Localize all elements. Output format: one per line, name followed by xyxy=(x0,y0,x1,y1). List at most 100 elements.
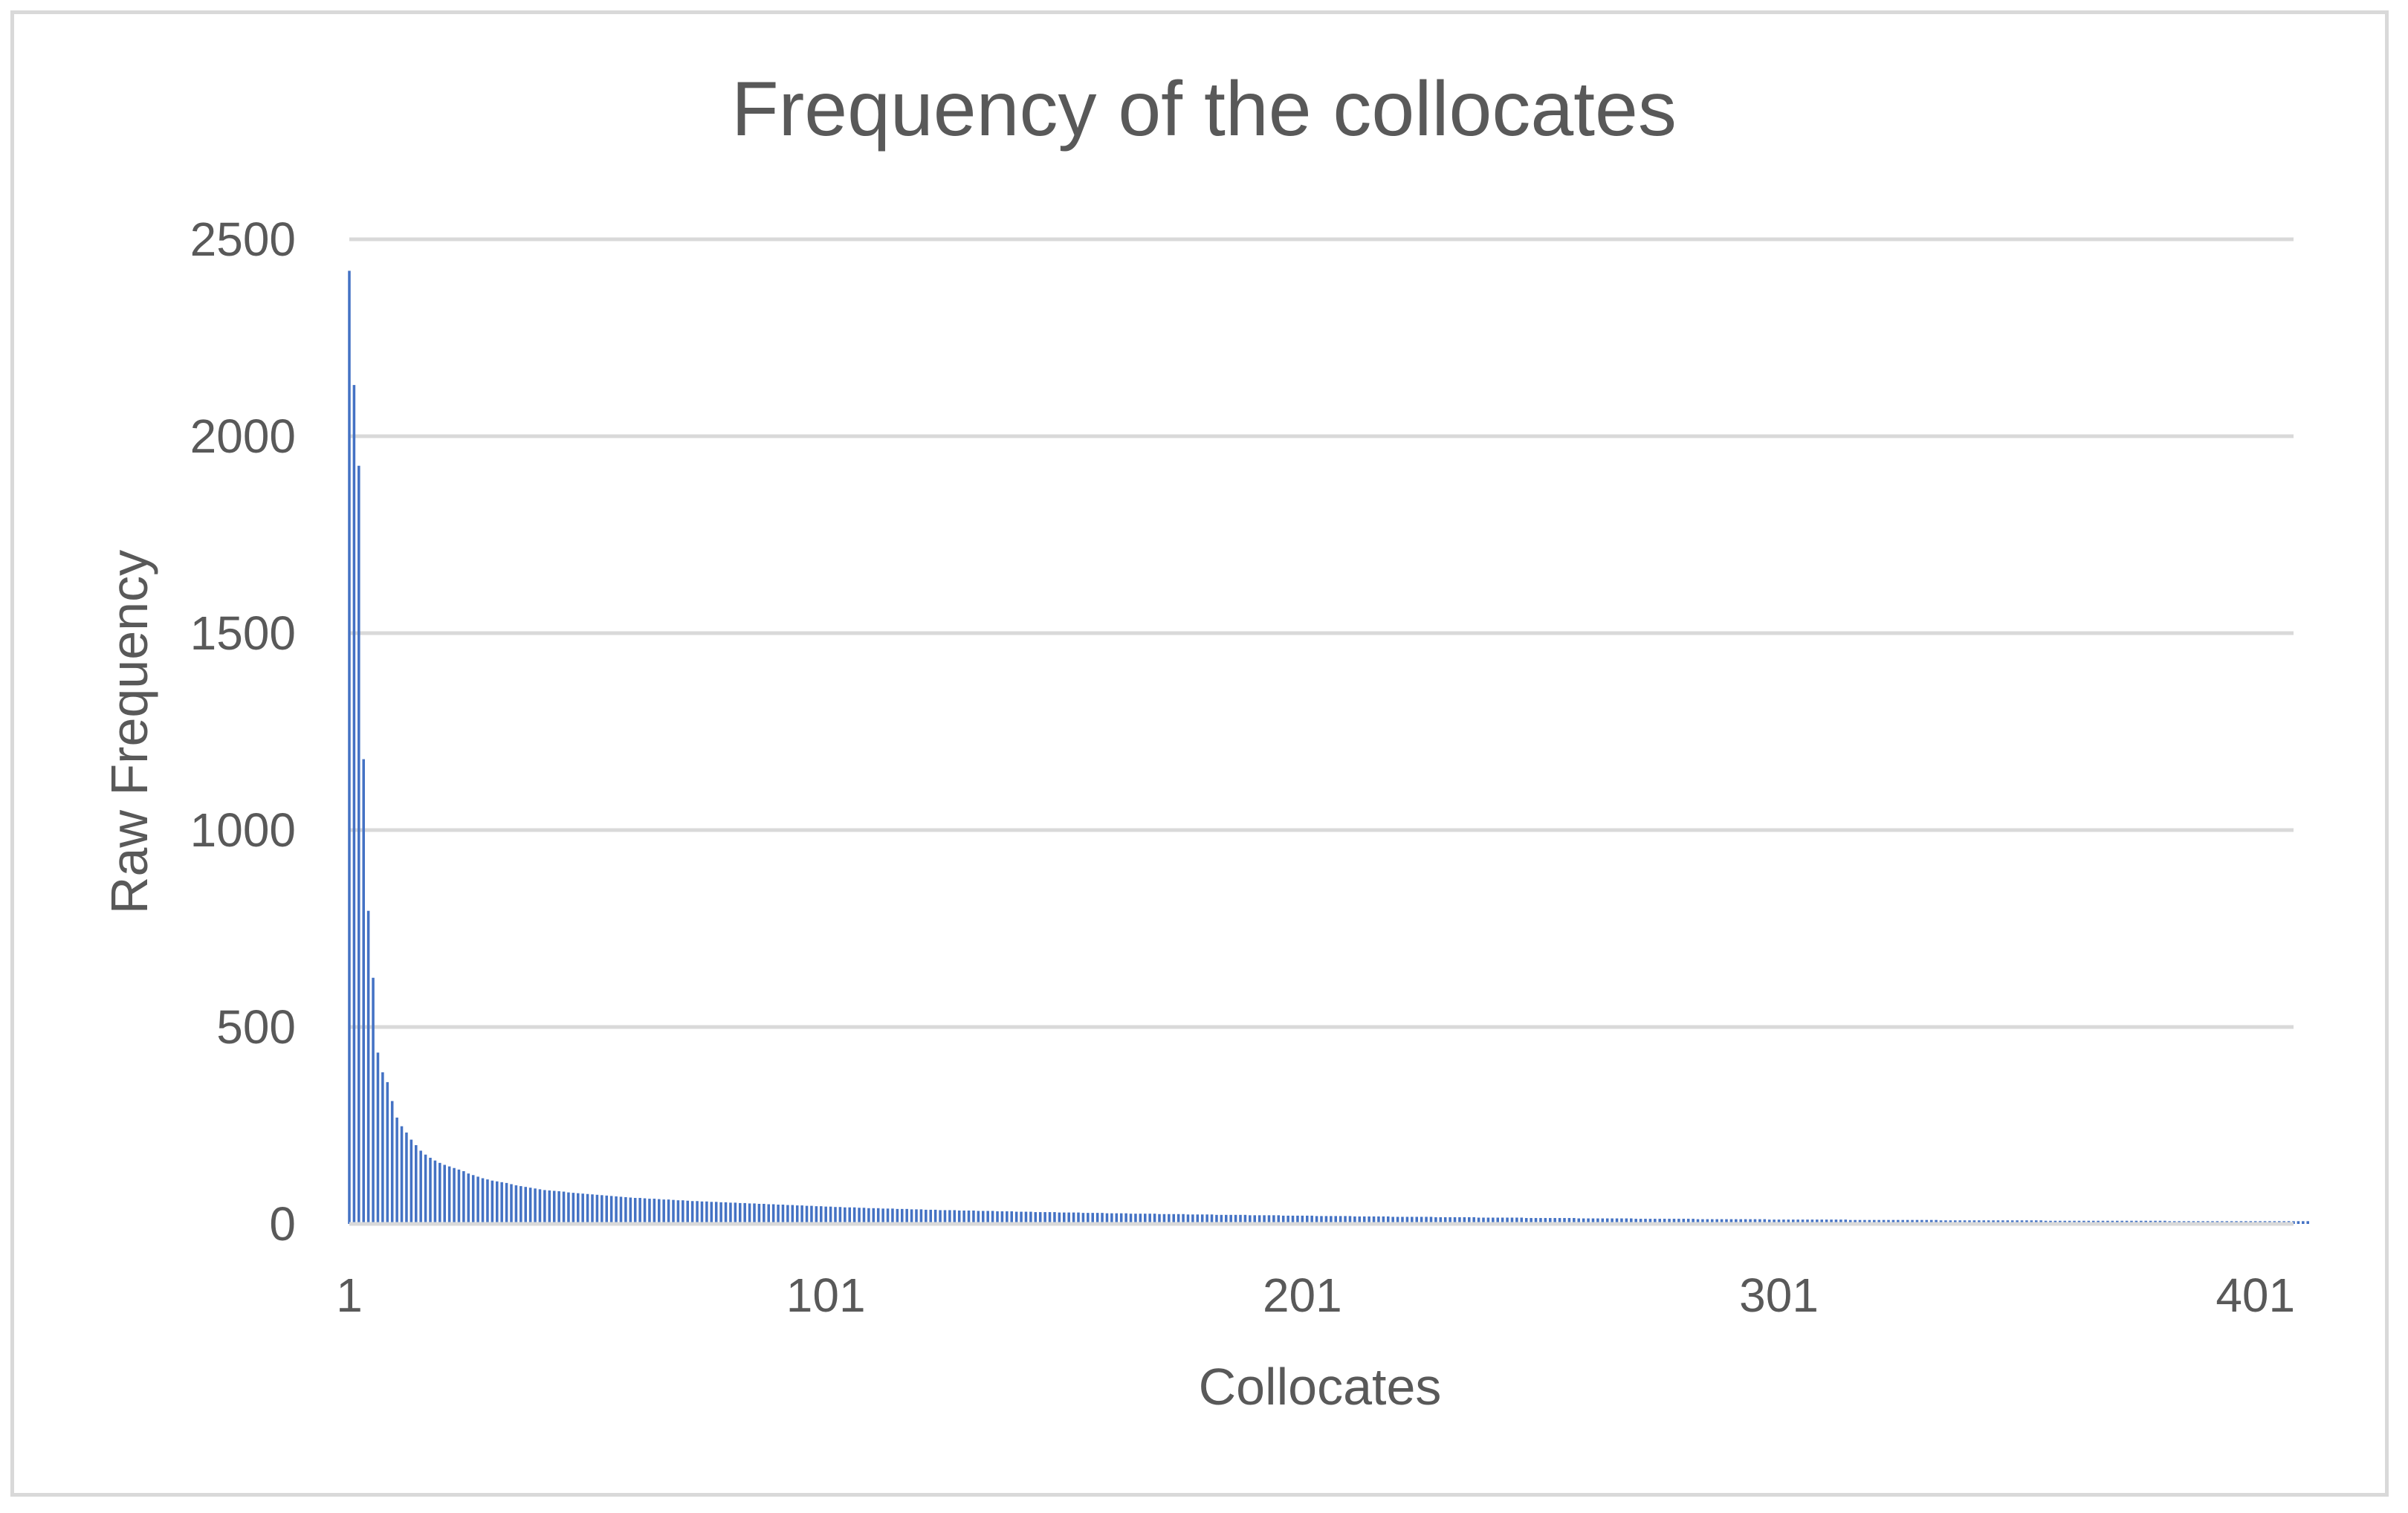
bar xyxy=(638,1198,641,1224)
bar xyxy=(901,1208,904,1224)
x-tick-label: 301 xyxy=(1739,1269,1819,1322)
bar xyxy=(982,1211,985,1224)
bar xyxy=(1810,1219,1814,1224)
bar xyxy=(1830,1219,1833,1224)
bar xyxy=(2306,1221,2309,1224)
bar xyxy=(1858,1219,1862,1224)
bar xyxy=(700,1201,704,1224)
bar xyxy=(881,1208,884,1224)
bar xyxy=(1048,1212,1052,1224)
bar xyxy=(1434,1216,1437,1224)
bar xyxy=(1501,1217,1504,1224)
bar xyxy=(743,1202,746,1224)
bar xyxy=(1844,1219,1848,1224)
bar xyxy=(1863,1219,1866,1224)
bar xyxy=(1358,1216,1362,1224)
bar xyxy=(1134,1214,1137,1224)
bar xyxy=(534,1188,537,1224)
bar xyxy=(838,1207,842,1224)
bar xyxy=(1897,1219,1900,1224)
bar xyxy=(419,1150,422,1224)
bar xyxy=(653,1199,656,1224)
bar xyxy=(1177,1214,1180,1224)
bar xyxy=(1377,1216,1380,1224)
bar xyxy=(609,1196,613,1224)
bar xyxy=(1463,1216,1466,1224)
bar xyxy=(858,1208,861,1224)
bar xyxy=(1520,1217,1524,1224)
bar xyxy=(643,1198,647,1224)
bar xyxy=(1605,1218,1609,1224)
bar xyxy=(1072,1212,1075,1224)
bar xyxy=(824,1206,827,1224)
bar xyxy=(429,1157,432,1224)
bar xyxy=(815,1206,818,1224)
bar xyxy=(1249,1215,1252,1224)
bar xyxy=(996,1211,999,1224)
bar xyxy=(601,1195,603,1224)
bar xyxy=(1014,1211,1018,1224)
bar xyxy=(1796,1219,1799,1224)
bar xyxy=(1029,1211,1032,1224)
bar xyxy=(662,1199,665,1224)
bar xyxy=(795,1205,799,1224)
bar xyxy=(1744,1219,1747,1224)
x-axis-label: Collocates xyxy=(1199,1358,1442,1416)
bar xyxy=(1720,1219,1724,1224)
bar xyxy=(357,465,360,1224)
bar xyxy=(481,1178,485,1224)
bar xyxy=(496,1181,499,1224)
bar xyxy=(1887,1219,1890,1224)
bar xyxy=(520,1186,522,1224)
x-tick-label: 401 xyxy=(2216,1269,2295,1322)
bar xyxy=(1010,1211,1013,1224)
bar xyxy=(1801,1219,1805,1224)
bar xyxy=(624,1196,627,1224)
bar xyxy=(1658,1219,1661,1224)
bar xyxy=(362,759,365,1224)
bar xyxy=(410,1139,413,1224)
bar xyxy=(734,1202,737,1224)
bar xyxy=(1615,1218,1619,1224)
bar xyxy=(748,1203,751,1224)
bar xyxy=(1935,1219,1938,1224)
bar xyxy=(1105,1213,1109,1224)
x-axis-tick-labels: 1 101 201 301 401 xyxy=(336,1269,2295,1322)
bar xyxy=(1277,1215,1281,1224)
bar xyxy=(1873,1219,1876,1224)
bar xyxy=(1735,1219,1738,1224)
bar xyxy=(1172,1214,1175,1224)
bar xyxy=(1148,1214,1151,1224)
bar xyxy=(1767,1219,1771,1224)
bar xyxy=(1168,1214,1171,1224)
chart-title: Frequency of the collocates xyxy=(731,66,1677,152)
bar xyxy=(739,1202,742,1224)
bar xyxy=(1020,1211,1023,1224)
bar xyxy=(1158,1214,1161,1224)
bar xyxy=(957,1210,961,1224)
bar xyxy=(771,1204,775,1224)
bar xyxy=(595,1194,599,1224)
bar xyxy=(400,1126,404,1224)
bar xyxy=(1043,1212,1046,1224)
bar xyxy=(381,1072,384,1224)
bar xyxy=(619,1196,623,1224)
x-tick-label: 1 xyxy=(336,1269,363,1322)
bar xyxy=(943,1210,947,1224)
bar xyxy=(805,1205,809,1224)
bar xyxy=(1110,1213,1113,1224)
bar xyxy=(1773,1219,1776,1224)
bar xyxy=(1458,1216,1461,1224)
bar xyxy=(844,1207,847,1224)
bar xyxy=(572,1193,575,1224)
bar xyxy=(714,1202,718,1224)
bar xyxy=(1443,1216,1447,1224)
bar xyxy=(1544,1218,1547,1224)
bar xyxy=(1839,1219,1842,1224)
bar xyxy=(1101,1213,1104,1224)
bar xyxy=(767,1204,770,1224)
bar xyxy=(852,1207,856,1224)
bar xyxy=(1053,1212,1056,1224)
bar xyxy=(876,1208,880,1224)
